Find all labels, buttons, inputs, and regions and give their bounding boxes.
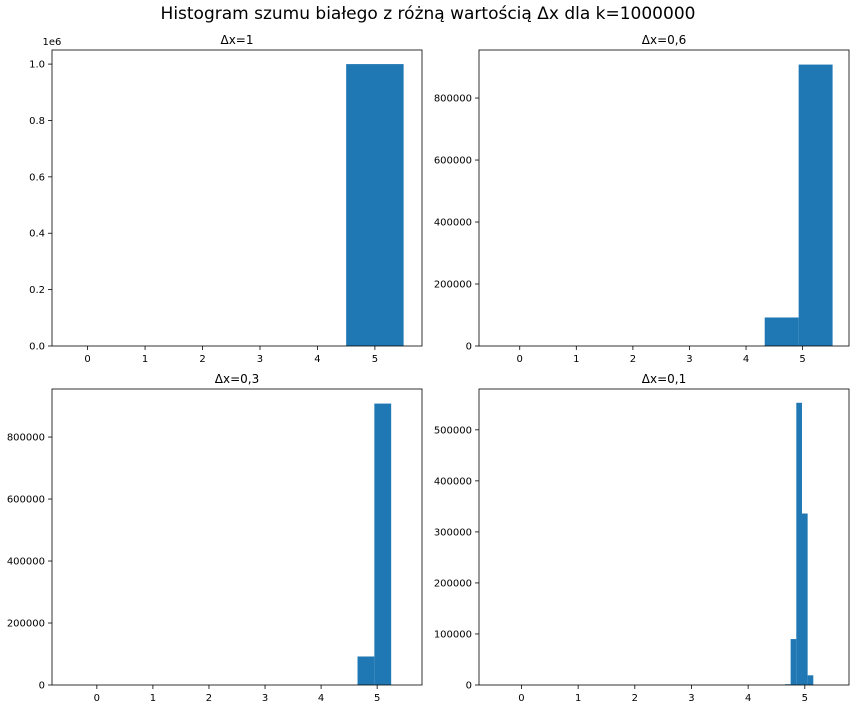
x-tick-label: 4 xyxy=(745,693,751,704)
x-tick-label: 3 xyxy=(688,693,694,704)
x-tick-label: 4 xyxy=(314,354,320,365)
x-tick-label: 0 xyxy=(84,354,90,365)
y-tick-label: 300000 xyxy=(434,527,472,538)
x-tick-label: 4 xyxy=(318,693,324,704)
subplot-title: Δx=0,1 xyxy=(642,372,686,386)
x-tick-label: 5 xyxy=(374,693,380,704)
y-tick-label: 400000 xyxy=(7,557,45,568)
y-tick-label: 500000 xyxy=(434,425,472,436)
subplot-title: Δx=0,6 xyxy=(642,33,686,47)
y-tick-label: 800000 xyxy=(434,94,472,105)
x-tick-label: 2 xyxy=(206,693,212,704)
y-tick-label: 0.6 xyxy=(29,172,45,183)
y-offset-text: 1e6 xyxy=(43,37,62,48)
x-tick-label: 1 xyxy=(150,693,156,704)
y-tick-label: 0.0 xyxy=(29,342,45,353)
histogram-bar xyxy=(357,656,375,685)
y-tick-label: 800000 xyxy=(7,433,45,444)
x-tick-label: 1 xyxy=(575,693,581,704)
histogram-bar xyxy=(374,403,392,685)
y-tick-label: 1.0 xyxy=(29,60,45,71)
x-tick-label: 0 xyxy=(517,354,523,365)
histogram-bar xyxy=(801,513,808,685)
x-tick-label: 5 xyxy=(799,354,805,365)
x-tick-label: 2 xyxy=(199,354,205,365)
x-tick-label: 2 xyxy=(630,354,636,365)
x-tick-label: 0 xyxy=(518,693,524,704)
histogram-bar xyxy=(807,675,814,685)
axes-frame xyxy=(51,388,423,686)
x-tick-label: 3 xyxy=(686,354,692,365)
axes-frame xyxy=(478,388,850,686)
x-tick-label: 0 xyxy=(94,693,100,704)
x-tick-label: 5 xyxy=(372,354,378,365)
subplot-title: Δx=0,3 xyxy=(215,372,259,386)
histogram-bar xyxy=(346,64,404,346)
y-tick-label: 0 xyxy=(466,342,472,353)
y-tick-label: 0 xyxy=(39,681,45,692)
x-tick-label: 3 xyxy=(257,354,263,365)
x-tick-label: 5 xyxy=(802,693,808,704)
y-tick-label: 400000 xyxy=(434,476,472,487)
y-tick-label: 100000 xyxy=(434,629,472,640)
histogram-bar xyxy=(764,317,799,346)
y-tick-label: 0.4 xyxy=(29,229,45,240)
y-tick-label: 0.8 xyxy=(29,116,45,127)
x-tick-label: 1 xyxy=(573,354,579,365)
axes-frame xyxy=(478,49,850,347)
x-tick-label: 4 xyxy=(743,354,749,365)
subplot-title: Δx=1 xyxy=(221,33,254,47)
y-tick-label: 200000 xyxy=(434,280,472,291)
x-tick-label: 2 xyxy=(632,693,638,704)
y-tick-label: 0.2 xyxy=(29,285,45,296)
x-tick-label: 1 xyxy=(142,354,148,365)
x-tick-label: 3 xyxy=(262,693,268,704)
histogram-bar xyxy=(790,639,797,685)
histogram-bar xyxy=(796,402,802,685)
y-tick-label: 0 xyxy=(466,681,472,692)
y-tick-label: 600000 xyxy=(434,156,472,167)
y-tick-label: 600000 xyxy=(7,495,45,506)
figure-title: Histogram szumu białego z różną wartości… xyxy=(160,4,696,24)
y-tick-label: 400000 xyxy=(434,218,472,229)
y-tick-label: 200000 xyxy=(7,619,45,630)
axes-frame xyxy=(51,49,423,347)
y-tick-label: 200000 xyxy=(434,578,472,589)
histogram-bar xyxy=(798,64,833,346)
